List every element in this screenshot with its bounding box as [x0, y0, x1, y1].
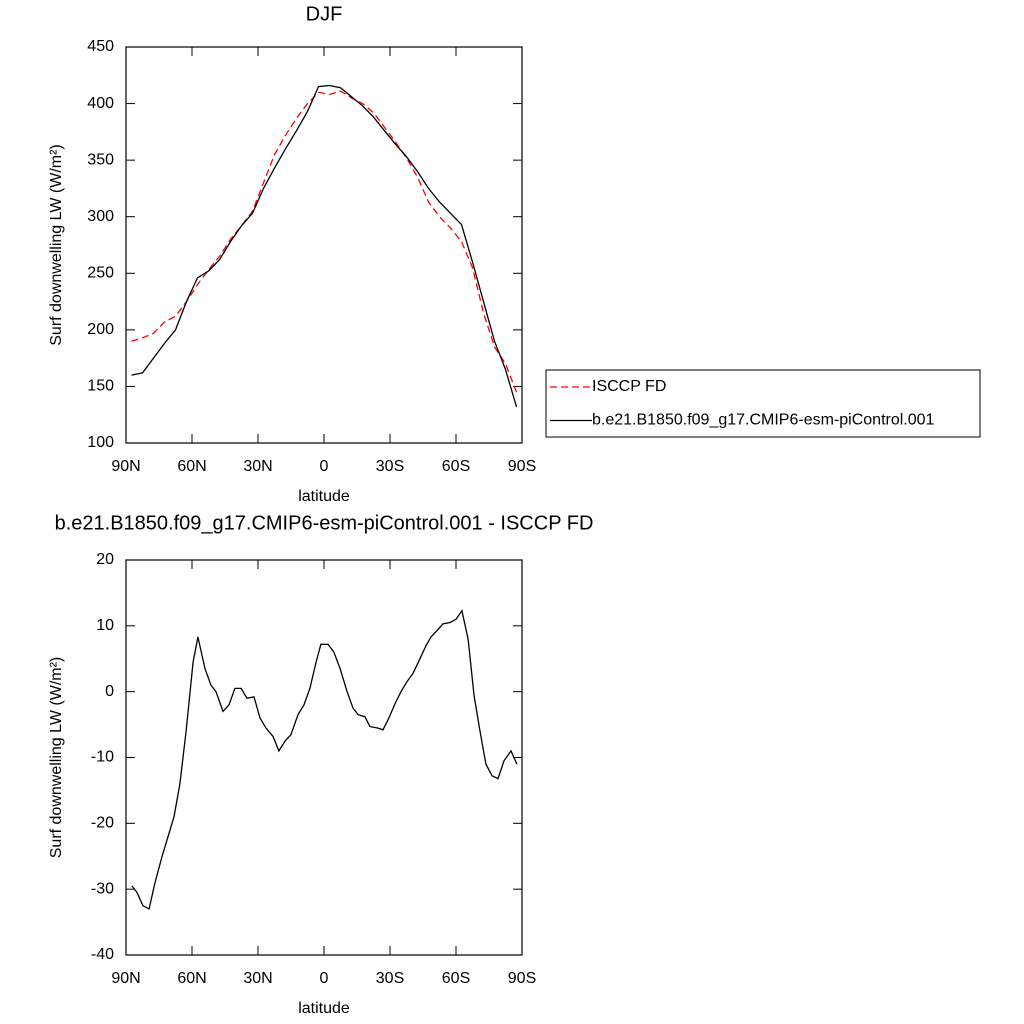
- y-tick-label: 10: [96, 617, 114, 634]
- y-tick-label: 400: [87, 95, 114, 112]
- data-line: [131, 90, 518, 393]
- x-tick-label: 30S: [376, 458, 404, 475]
- legend-label: b.e21.B1850.f09_g17.CMIP6-esm-piControl.…: [592, 412, 935, 429]
- x-tick-label: 0: [320, 458, 329, 475]
- data-line: [131, 609, 518, 910]
- x-tick-label: 0: [320, 970, 329, 987]
- y-tick-label: 0: [105, 683, 114, 700]
- plot-frame: [125, 559, 523, 956]
- x-tick-label: 30N: [243, 970, 272, 987]
- plot-frame: [125, 46, 523, 444]
- y-tick-label: 250: [87, 265, 114, 282]
- x-axis-label: latitude: [298, 1000, 350, 1017]
- x-tick-label: 30S: [376, 970, 404, 987]
- y-tick-label: 450: [87, 38, 114, 55]
- chart-title: DJF: [306, 3, 343, 25]
- x-tick-label: 90N: [111, 458, 140, 475]
- y-tick-label: 20: [96, 551, 114, 568]
- x-tick-label: 90S: [508, 458, 536, 475]
- data-line: [131, 84, 518, 407]
- x-tick-label: 90S: [508, 970, 536, 987]
- y-tick-label: 350: [87, 151, 114, 168]
- y-tick-label: -40: [91, 946, 114, 963]
- legend-box: [545, 369, 981, 438]
- y-axis-label: Surf downwelling LW (W/m²): [48, 657, 65, 859]
- x-tick-label: 30N: [243, 458, 272, 475]
- chart-title: b.e21.B1850.f09_g17.CMIP6-esm-piControl.…: [55, 512, 594, 534]
- x-axis-label: latitude: [298, 488, 350, 505]
- x-tick-label: 60S: [442, 458, 470, 475]
- y-tick-label: 100: [87, 434, 114, 451]
- y-tick-label: 300: [87, 208, 114, 225]
- y-axis-label: Surf downwelling LW (W/m²): [48, 144, 65, 346]
- x-tick-label: 60S: [442, 970, 470, 987]
- y-tick-label: -30: [91, 880, 114, 897]
- y-tick-label: -10: [91, 749, 114, 766]
- y-tick-label: -20: [91, 815, 114, 832]
- x-tick-label: 60N: [177, 970, 206, 987]
- y-tick-label: 150: [87, 378, 114, 395]
- x-tick-label: 60N: [177, 458, 206, 475]
- legend-label: ISCCP FD: [592, 378, 666, 395]
- y-tick-label: 200: [87, 321, 114, 338]
- x-tick-label: 90N: [111, 970, 140, 987]
